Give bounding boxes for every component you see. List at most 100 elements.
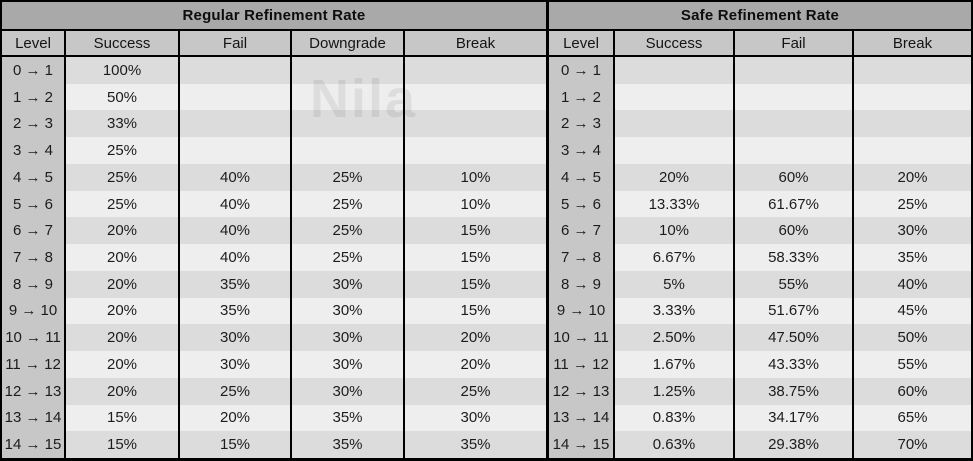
rate-cell: 15% (180, 431, 292, 458)
rate-cell: 15% (66, 431, 180, 458)
rate-cell: 20% (66, 217, 180, 245)
column-header-break: Break (405, 31, 546, 57)
level-cell: 5 → 6 (549, 190, 615, 218)
rate-cell (180, 110, 292, 138)
level-cell: 0 → 1 (2, 57, 66, 84)
rate-cell: 20% (405, 324, 546, 352)
rate-cell (615, 57, 735, 84)
level-cell: 8 → 9 (2, 270, 66, 298)
rate-cell: 25% (66, 137, 180, 164)
level-cell: 12 → 13 (549, 377, 615, 405)
rate-cell: 51.67% (735, 297, 854, 325)
rate-cell: 10% (405, 163, 546, 191)
column-header-success: Success (615, 31, 735, 57)
rate-cell (854, 137, 971, 164)
regular-refinement-grid: Level Success Fail Downgrade Break 0 → 1 100% 1… (2, 31, 546, 458)
column-header-level: Level (549, 31, 615, 57)
rate-cell (615, 83, 735, 111)
rate-cell (292, 83, 405, 111)
level-cell: 11 → 12 (549, 351, 615, 378)
level-cell: 0 → 1 (549, 57, 615, 84)
level-cell: 3 → 4 (2, 137, 66, 164)
safe-refinement-table: Safe Refinement Rate Level Success Fail Bre… (549, 2, 971, 458)
rate-cell: 20% (66, 270, 180, 298)
rate-cell: 15% (405, 297, 546, 325)
rate-cell: 40% (180, 190, 292, 218)
rate-cell: 30% (292, 351, 405, 378)
level-cell: 11 → 12 (2, 351, 66, 378)
level-cell: 4 → 5 (2, 163, 66, 191)
level-cell: 9 → 10 (2, 297, 66, 325)
level-cell: 6 → 7 (549, 217, 615, 245)
rate-cell: 55% (854, 351, 971, 378)
rate-cell: 40% (180, 217, 292, 245)
rate-cell: 30% (292, 270, 405, 298)
rate-cell (405, 57, 546, 84)
level-cell: 3 → 4 (549, 137, 615, 164)
level-cell: 14 → 15 (2, 431, 66, 458)
rate-cell: 30% (180, 351, 292, 378)
rate-cell: 1.25% (615, 377, 735, 405)
column-header-level: Level (2, 31, 66, 57)
rate-cell: 25% (66, 163, 180, 191)
safe-refinement-title: Safe Refinement Rate (549, 2, 971, 31)
rate-cell (292, 57, 405, 84)
rate-cell (854, 110, 971, 138)
rate-cell: 20% (854, 163, 971, 191)
column-header-break: Break (854, 31, 971, 57)
level-cell: 13 → 14 (2, 404, 66, 432)
rate-cell: 30% (292, 324, 405, 352)
rate-cell: 0.63% (615, 431, 735, 458)
rate-cell: 30% (180, 324, 292, 352)
rate-cell (615, 137, 735, 164)
rate-cell: 30% (405, 404, 546, 432)
rate-cell: 40% (180, 163, 292, 191)
rate-cell: 15% (405, 217, 546, 245)
rate-cell: 40% (180, 244, 292, 271)
level-cell: 2 → 3 (2, 110, 66, 138)
rate-cell: 30% (292, 297, 405, 325)
level-cell: 13 → 14 (549, 404, 615, 432)
rate-cell: 100% (66, 57, 180, 84)
rate-cell: 55% (735, 270, 854, 298)
rate-cell: 10% (615, 217, 735, 245)
rate-cell: 35% (180, 297, 292, 325)
rate-cell: 47.50% (735, 324, 854, 352)
rate-cell (615, 110, 735, 138)
column-header-success: Success (66, 31, 180, 57)
rate-cell: 33% (66, 110, 180, 138)
rate-cell (405, 137, 546, 164)
rate-cell: 13.33% (615, 190, 735, 218)
rate-cell: 61.67% (735, 190, 854, 218)
rate-cell (854, 83, 971, 111)
rate-cell (180, 137, 292, 164)
rate-cell: 45% (854, 297, 971, 325)
rate-cell: 25% (292, 217, 405, 245)
column-header-fail: Fail (180, 31, 292, 57)
rate-cell: 25% (180, 377, 292, 405)
rate-cell: 30% (854, 217, 971, 245)
level-cell: 10 → 11 (549, 324, 615, 352)
rate-cell (405, 110, 546, 138)
rate-cell (735, 137, 854, 164)
rate-cell: 20% (66, 297, 180, 325)
rate-cell: 5% (615, 270, 735, 298)
rate-cell (180, 57, 292, 84)
rate-cell (405, 83, 546, 111)
rate-cell: 20% (66, 351, 180, 378)
rate-cell (854, 57, 971, 84)
rate-cell: 60% (735, 217, 854, 245)
rate-cell: 65% (854, 404, 971, 432)
rate-cell: 29.38% (735, 431, 854, 458)
column-header-fail: Fail (735, 31, 854, 57)
rate-cell: 35% (292, 431, 405, 458)
rate-cell: 35% (292, 404, 405, 432)
level-cell: 7 → 8 (2, 244, 66, 271)
rate-cell (735, 83, 854, 111)
rate-cell: 15% (405, 244, 546, 271)
rate-cell: 50% (854, 324, 971, 352)
rate-cell: 58.33% (735, 244, 854, 271)
rate-cell: 20% (66, 244, 180, 271)
rate-cell: 25% (66, 190, 180, 218)
